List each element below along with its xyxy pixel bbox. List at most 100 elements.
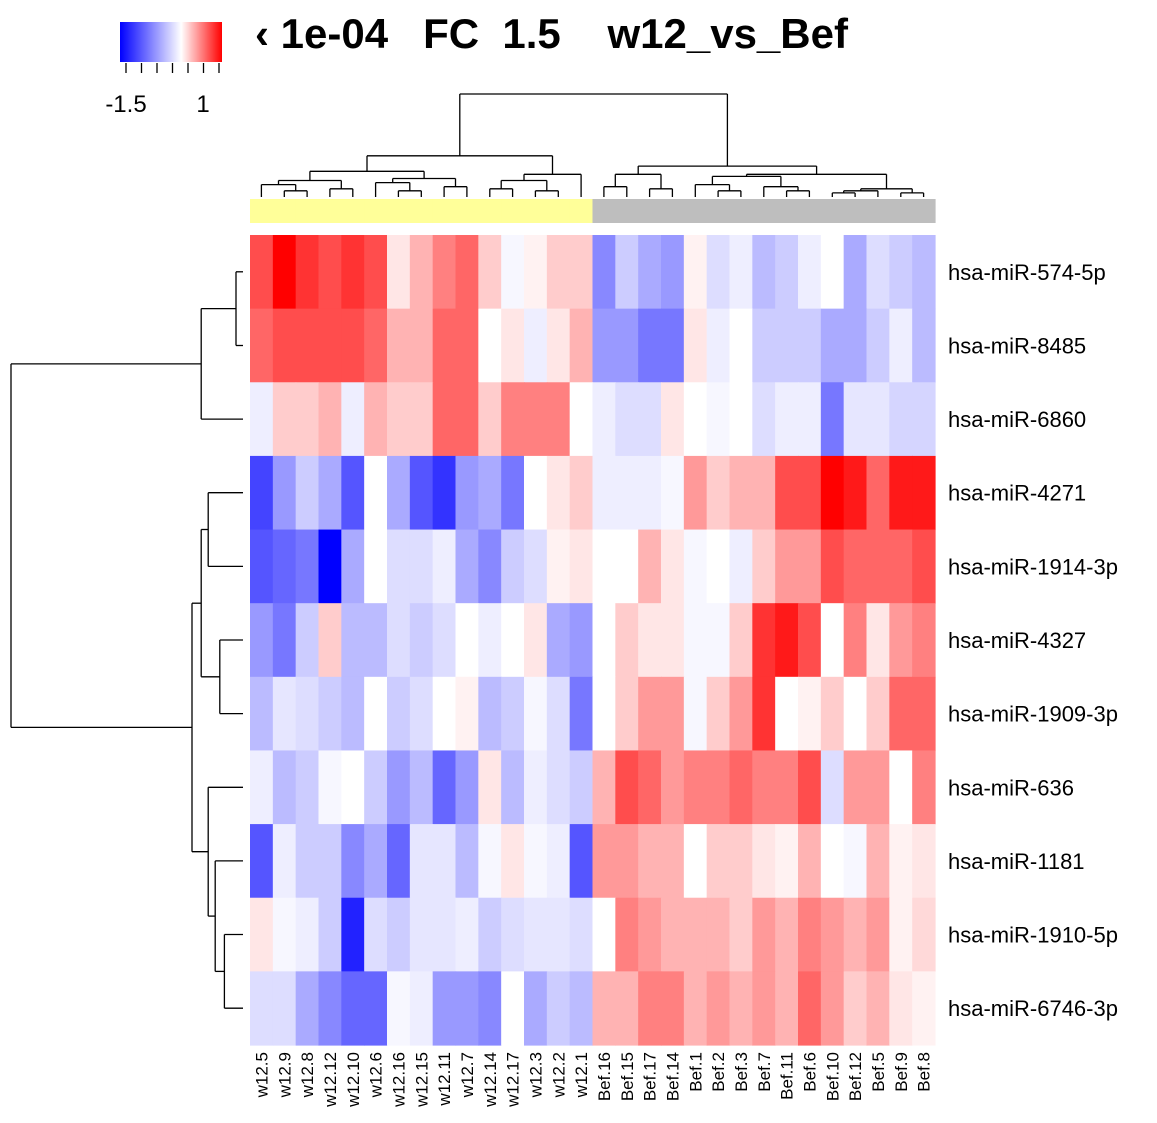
column-label: w12.12 [321, 1052, 340, 1108]
heatmap-cell [524, 750, 548, 825]
heatmap-cell [546, 308, 571, 383]
heatmap-cell [455, 235, 479, 310]
heatmap-cell [501, 897, 525, 972]
heatmap-cell [364, 750, 388, 825]
heatmap-cell [295, 897, 320, 972]
heatmap-cell [661, 897, 685, 972]
column-label: Bef.8 [915, 1052, 934, 1092]
heatmap-cell [912, 235, 936, 310]
heatmap-cell [820, 603, 845, 678]
heatmap-cell [706, 897, 731, 972]
heatmap-cell [272, 603, 297, 678]
heatmap-cell [706, 235, 731, 310]
heatmap-cell [706, 824, 731, 899]
heatmap-cell [683, 971, 708, 1046]
heatmap-cell [889, 897, 913, 972]
column-label: Bef.16 [595, 1052, 614, 1101]
heatmap-cell [432, 603, 457, 678]
heatmap-cell [592, 529, 616, 604]
heatmap-cell [478, 529, 502, 604]
heatmap-cell [569, 235, 594, 310]
heatmap-cell [615, 235, 639, 310]
group-annotation-cell [501, 199, 525, 223]
group-annotation-cell [364, 199, 388, 223]
heatmap-cell [524, 235, 548, 310]
heatmap-cell [592, 676, 616, 752]
group-annotation-cell [569, 199, 594, 223]
color-key-low-label: -1.5 [105, 91, 146, 118]
heatmap-cell [295, 382, 320, 457]
heatmap-cell [683, 603, 708, 678]
heatmap-cell [272, 971, 297, 1046]
row-dendrogram [10, 271, 243, 1009]
heatmap-cell [478, 235, 502, 310]
row-label: hsa-miR-6746-3p [948, 996, 1118, 1021]
heatmap-cell [775, 676, 799, 752]
column-label: Bef.12 [846, 1052, 865, 1101]
column-label: w12.2 [549, 1052, 568, 1098]
heatmap-cell [409, 676, 434, 752]
heatmap-cell [661, 971, 685, 1046]
heatmap-cell [615, 603, 639, 678]
heatmap-cell [820, 529, 845, 604]
heatmap-cell [295, 750, 320, 825]
heatmap-cell [295, 603, 320, 678]
row-label: hsa-miR-1910-5p [948, 923, 1118, 948]
heatmap-cell [364, 971, 388, 1046]
heatmap-cell [912, 897, 936, 972]
row-label: hsa-miR-574-5p [948, 260, 1106, 285]
heatmap-cell [729, 603, 753, 678]
heatmap-cell [341, 529, 365, 604]
heatmap-cell [569, 750, 594, 825]
column-label: w12.1 [572, 1052, 591, 1098]
heatmap-cell [820, 971, 845, 1046]
heatmap-cell [638, 897, 662, 972]
row-label: hsa-miR-1181 [948, 849, 1085, 874]
heatmap-cell [866, 603, 890, 678]
heatmap-cell [455, 750, 479, 825]
heatmap-cell [569, 824, 594, 899]
color-key-bar [120, 22, 222, 62]
heatmap-cell [866, 676, 890, 752]
group-annotation-cell [912, 199, 936, 223]
heatmap-cell [250, 971, 274, 1046]
heatmap-cell [729, 529, 753, 604]
color-key: -1.5 1 [105, 22, 222, 118]
heatmap-cell [706, 529, 731, 604]
heatmap-cell [569, 897, 594, 972]
heatmap-cell [387, 308, 411, 383]
heatmap-cell [866, 529, 890, 604]
heatmap-cell [341, 603, 365, 678]
row-label: hsa-miR-4271 [948, 481, 1086, 506]
heatmap-cell [798, 603, 822, 678]
heatmap-cell [318, 897, 342, 972]
color-key-high-label: 1 [196, 91, 209, 118]
heatmap-cell [318, 308, 342, 383]
heatmap-cell [912, 676, 936, 752]
group-annotation-cell [478, 199, 502, 223]
column-label: w12.7 [458, 1052, 477, 1098]
group-annotation-cell [775, 199, 799, 223]
heatmap-cell [546, 455, 571, 531]
heatmap-cell [798, 676, 822, 752]
heatmap-cell [638, 308, 662, 383]
column-label: Bef.6 [800, 1052, 819, 1092]
column-label: w12.8 [298, 1052, 317, 1098]
heatmap-cell [661, 603, 685, 678]
heatmap-cell [729, 676, 753, 752]
heatmap-cell [387, 235, 411, 310]
heatmap-cell [318, 603, 342, 678]
heatmap-cell [889, 824, 913, 899]
heatmap-cell [524, 382, 548, 457]
heatmap-cell [706, 455, 731, 531]
column-label: w12.3 [526, 1052, 545, 1098]
heatmap-cell [729, 382, 753, 457]
heatmap-cell [478, 676, 502, 752]
group-annotation-cell [524, 199, 548, 223]
heatmap-cell [455, 603, 479, 678]
heatmap-cell [250, 382, 274, 457]
heatmap-cell [820, 824, 845, 899]
heatmap-cell [501, 824, 525, 899]
heatmap-cell [341, 971, 365, 1046]
heatmap-cell [455, 824, 479, 899]
